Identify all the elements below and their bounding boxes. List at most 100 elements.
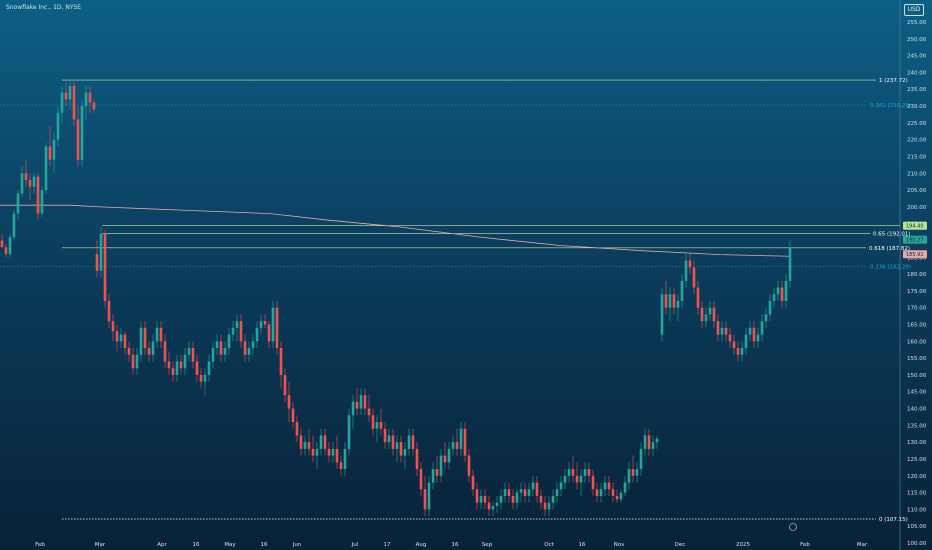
candle-body bbox=[431, 469, 435, 483]
y-tick-label: 225.00 bbox=[907, 121, 927, 127]
candle-body bbox=[155, 327, 159, 342]
candle-body bbox=[323, 435, 327, 449]
candle-body bbox=[627, 469, 631, 483]
x-tick-label: 17 bbox=[384, 542, 391, 548]
candle-body bbox=[219, 341, 223, 355]
candle-body bbox=[32, 176, 36, 187]
y-tick-label: 245.00 bbox=[907, 54, 927, 60]
candle-body bbox=[52, 139, 56, 160]
candle-body bbox=[764, 314, 768, 322]
candle-body bbox=[547, 502, 551, 510]
candle-body bbox=[535, 482, 539, 496]
candle-body bbox=[407, 435, 411, 449]
candle-body bbox=[72, 85, 76, 120]
candle-body bbox=[720, 327, 724, 335]
candle-body bbox=[635, 469, 639, 476]
candle-body bbox=[732, 341, 736, 349]
x-tick-label: Apr bbox=[157, 542, 167, 548]
candle-body bbox=[435, 469, 439, 476]
candle-body bbox=[519, 489, 523, 493]
candle-body bbox=[271, 307, 275, 342]
candle-body bbox=[615, 495, 619, 500]
y-tick-label: 155.00 bbox=[907, 356, 927, 362]
candle-body bbox=[163, 341, 167, 362]
candle-body bbox=[259, 321, 263, 328]
candle-body bbox=[527, 489, 531, 496]
candle-body bbox=[20, 173, 24, 194]
candle-body bbox=[103, 233, 107, 301]
y-tick-label: 120.00 bbox=[907, 474, 927, 480]
candle-body bbox=[119, 334, 123, 342]
candle-body bbox=[511, 495, 515, 503]
candle-body bbox=[752, 327, 756, 342]
candle-body bbox=[179, 361, 183, 369]
price-tag bbox=[903, 221, 927, 230]
y-tick-label: 125.00 bbox=[907, 457, 927, 463]
candle-body bbox=[0, 240, 4, 248]
y-tick-label: 235.00 bbox=[907, 87, 927, 93]
candle-body bbox=[760, 321, 764, 335]
candle-body bbox=[235, 321, 239, 328]
x-tick-label: May bbox=[224, 542, 236, 548]
candle-body bbox=[776, 287, 780, 295]
candle-body bbox=[263, 321, 267, 325]
candle-body bbox=[475, 489, 479, 503]
candle-body bbox=[443, 455, 447, 463]
candle-body bbox=[303, 442, 307, 449]
candle-body bbox=[215, 341, 219, 349]
candle-body bbox=[708, 307, 712, 315]
candle-body bbox=[287, 395, 291, 409]
candle-body bbox=[471, 475, 475, 490]
moving-average-line bbox=[0, 204, 791, 257]
candle-body bbox=[499, 495, 503, 503]
candle-body bbox=[327, 448, 331, 456]
candle-body bbox=[696, 287, 700, 308]
y-tick-label: 255.00 bbox=[907, 20, 927, 26]
candle-body bbox=[395, 442, 399, 449]
candle-body bbox=[36, 176, 40, 214]
fib-level-label: 0.236 (182.29) bbox=[870, 264, 911, 270]
candle-body bbox=[559, 482, 563, 490]
currency-button[interactable]: USD bbox=[904, 4, 924, 16]
y-tick-label: 130.00 bbox=[907, 440, 927, 446]
candle-body bbox=[231, 327, 235, 335]
candle-body bbox=[315, 448, 319, 456]
candle-body bbox=[736, 348, 740, 355]
candle-body bbox=[704, 314, 708, 322]
candle-body bbox=[491, 506, 495, 510]
y-tick-label: 210.00 bbox=[907, 171, 927, 177]
candle-body bbox=[479, 495, 483, 503]
candle-body bbox=[676, 300, 680, 308]
candle-body bbox=[371, 415, 375, 429]
candle-body bbox=[123, 334, 127, 349]
y-tick-label: 180.00 bbox=[907, 272, 927, 278]
candle-body bbox=[651, 442, 655, 449]
y-tick-label: 220.00 bbox=[907, 138, 927, 144]
candle-body bbox=[12, 213, 16, 238]
candle-body bbox=[267, 324, 271, 342]
candle-body bbox=[523, 489, 527, 496]
candle-body bbox=[483, 495, 487, 503]
candle-body bbox=[583, 469, 587, 476]
candle-body bbox=[56, 112, 60, 140]
y-tick-label: 140.00 bbox=[907, 407, 927, 413]
event-icon bbox=[789, 523, 797, 531]
candle-body bbox=[680, 280, 684, 301]
candle-body bbox=[239, 321, 243, 342]
candle-body bbox=[331, 448, 335, 456]
price-tag-label: 190.27 bbox=[906, 238, 924, 244]
candle-body bbox=[4, 247, 8, 254]
candle-body bbox=[595, 489, 599, 496]
fib-level-label: 0.382 (230.29) bbox=[870, 103, 911, 109]
candle-body bbox=[107, 300, 111, 322]
candle-body bbox=[367, 408, 371, 416]
candle-body bbox=[768, 300, 772, 315]
candle-body bbox=[171, 368, 175, 375]
candle-body bbox=[419, 469, 423, 490]
candle-body bbox=[151, 341, 155, 355]
candle-body bbox=[159, 327, 163, 342]
candle-body bbox=[647, 435, 651, 449]
candle-body bbox=[24, 173, 28, 180]
x-tick-label: 16 bbox=[452, 542, 459, 548]
